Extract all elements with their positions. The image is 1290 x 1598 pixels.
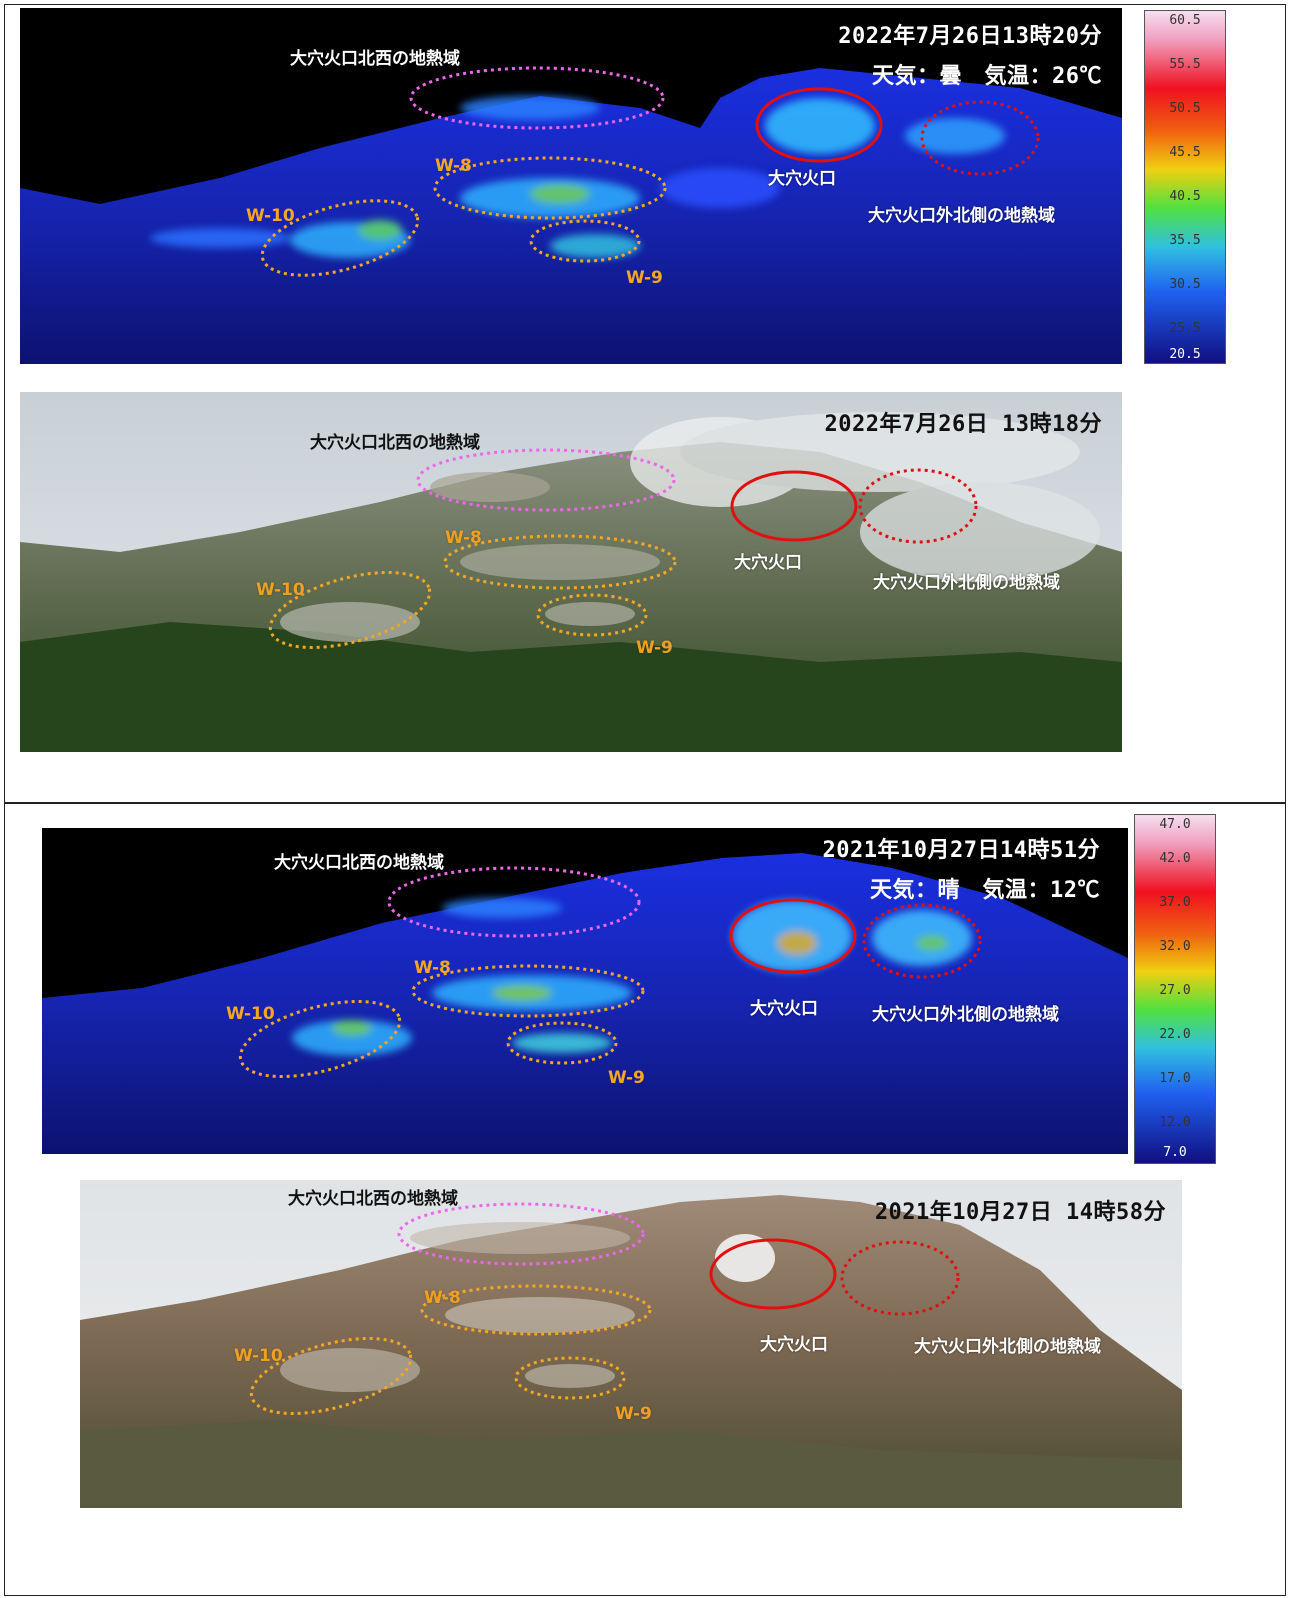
scale-value: 30.5	[1169, 277, 1201, 292]
timestamp: 2022年7月26日13時20分	[838, 24, 1102, 49]
label-northwest-area: 大穴火口北西の地熱域	[290, 49, 460, 69]
scale-value: 37.0	[1159, 895, 1191, 910]
label-w9: W-9	[636, 638, 673, 658]
timestamp: 2021年10月27日14時51分	[822, 838, 1100, 863]
weather-info: 天気：曇 気温：26℃	[872, 64, 1102, 89]
weather-info: 天気：晴 気温：12℃	[870, 878, 1100, 903]
scale-value: 7.0	[1163, 1145, 1187, 1160]
scale-value: 55.5	[1169, 57, 1201, 72]
scale-value: 12.0	[1159, 1115, 1191, 1130]
label-northwest-area: 大穴火口北西の地熱域	[274, 853, 444, 873]
scale-value: 60.5	[1169, 13, 1201, 28]
temperature-scale-2021: 47.0 42.0 37.0 32.0 27.0 22.0 17.0 12.0 …	[1134, 814, 1216, 1164]
label-north-outer-area: 大穴火口外北側の地熱域	[868, 206, 1055, 226]
label-crater: 大穴火口	[760, 1335, 828, 1355]
scale-value: 25.5	[1169, 321, 1201, 336]
scale-value: 27.0	[1159, 983, 1191, 998]
frame-2022	[4, 4, 1286, 804]
label-crater: 大穴火口	[768, 169, 836, 189]
scale-value: 17.0	[1159, 1071, 1191, 1086]
thermal-scene-2021	[42, 828, 1128, 1154]
label-northwest-area: 大穴火口北西の地熱域	[310, 433, 480, 453]
photo-2022: 大穴火口北西の地熱域 大穴火口 大穴火口外北側の地熱域 W-8 W-9 W-10…	[20, 392, 1122, 752]
scale-value: 32.0	[1159, 939, 1191, 954]
thermal-image-2022: 大穴火口北西の地熱域 大穴火口 大穴火口外北側の地熱域 W-8 W-9 W-10…	[20, 8, 1122, 364]
label-w10: W-10	[256, 580, 305, 600]
photo-scene-2021	[80, 1180, 1182, 1508]
label-w8: W-8	[445, 528, 482, 548]
thermal-image-2021: 大穴火口北西の地熱域 大穴火口 大穴火口外北側の地熱域 W-8 W-9 W-10…	[42, 828, 1128, 1154]
scale-value: 40.5	[1169, 189, 1201, 204]
label-crater: 大穴火口	[750, 999, 818, 1019]
label-w8: W-8	[435, 156, 472, 176]
label-w9: W-9	[615, 1404, 652, 1424]
scale-value: 45.5	[1169, 145, 1201, 160]
scale-value: 22.0	[1159, 1027, 1191, 1042]
label-w10: W-10	[234, 1346, 283, 1366]
label-w9: W-9	[626, 268, 663, 288]
label-w8: W-8	[414, 958, 451, 978]
label-crater: 大穴火口	[734, 553, 802, 573]
scale-value: 20.5	[1169, 347, 1201, 362]
timestamp: 2021年10月27日 14時58分	[874, 1200, 1166, 1225]
label-w10: W-10	[226, 1004, 275, 1024]
temperature-scale-2022: 60.5 55.5 50.5 45.5 40.5 35.5 30.5 25.5 …	[1144, 10, 1226, 364]
scale-value: 42.0	[1159, 851, 1191, 866]
timestamp: 2022年7月26日 13時18分	[824, 412, 1102, 437]
photo-scene-2022	[20, 392, 1122, 752]
thermal-scene-2022	[20, 8, 1122, 364]
label-w10: W-10	[246, 206, 295, 226]
label-north-outer-area: 大穴火口外北側の地熱域	[914, 1337, 1101, 1357]
frame-2021	[4, 802, 1286, 1596]
label-northwest-area: 大穴火口北西の地熱域	[288, 1189, 458, 1209]
scale-value: 50.5	[1169, 101, 1201, 116]
label-w9: W-9	[608, 1068, 645, 1088]
scale-value: 35.5	[1169, 233, 1201, 248]
label-north-outer-area: 大穴火口外北側の地熱域	[872, 1005, 1059, 1025]
photo-2021: 大穴火口北西の地熱域 大穴火口 大穴火口外北側の地熱域 W-8 W-9 W-10…	[80, 1180, 1182, 1508]
label-w8: W-8	[424, 1288, 461, 1308]
scale-value: 47.0	[1159, 817, 1191, 832]
label-north-outer-area: 大穴火口外北側の地熱域	[873, 573, 1060, 593]
